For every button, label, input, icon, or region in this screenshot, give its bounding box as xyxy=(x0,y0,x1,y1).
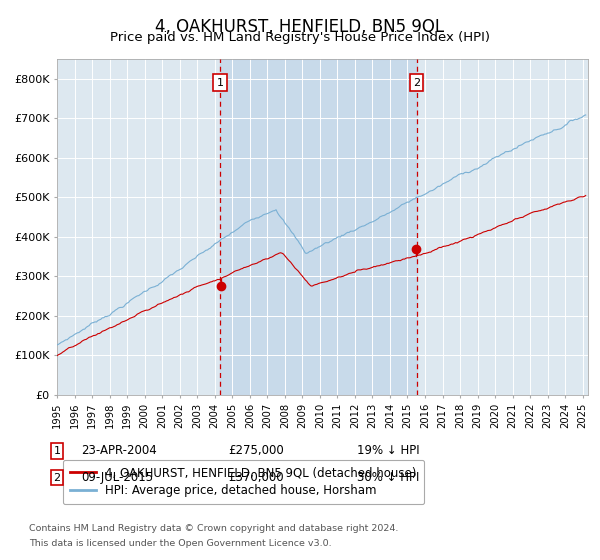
Text: 09-JUL-2015: 09-JUL-2015 xyxy=(81,471,153,484)
Text: 23-APR-2004: 23-APR-2004 xyxy=(81,444,157,458)
Text: 4, OAKHURST, HENFIELD, BN5 9QL: 4, OAKHURST, HENFIELD, BN5 9QL xyxy=(155,18,445,36)
Text: This data is licensed under the Open Government Licence v3.0.: This data is licensed under the Open Gov… xyxy=(29,539,331,548)
Text: 19% ↓ HPI: 19% ↓ HPI xyxy=(357,444,419,458)
Bar xyxy=(220,59,417,395)
Text: 2: 2 xyxy=(413,77,421,87)
Legend: 4, OAKHURST, HENFIELD, BN5 9QL (detached house), HPI: Average price, detached ho: 4, OAKHURST, HENFIELD, BN5 9QL (detached… xyxy=(63,460,424,505)
Text: 30% ↓ HPI: 30% ↓ HPI xyxy=(357,471,419,484)
Text: £275,000: £275,000 xyxy=(228,444,284,458)
Text: 1: 1 xyxy=(217,77,223,87)
Text: £370,000: £370,000 xyxy=(228,471,284,484)
Text: 2: 2 xyxy=(53,473,61,483)
Text: 1: 1 xyxy=(53,446,61,456)
Text: Contains HM Land Registry data © Crown copyright and database right 2024.: Contains HM Land Registry data © Crown c… xyxy=(29,524,398,533)
Text: Price paid vs. HM Land Registry's House Price Index (HPI): Price paid vs. HM Land Registry's House … xyxy=(110,31,490,44)
